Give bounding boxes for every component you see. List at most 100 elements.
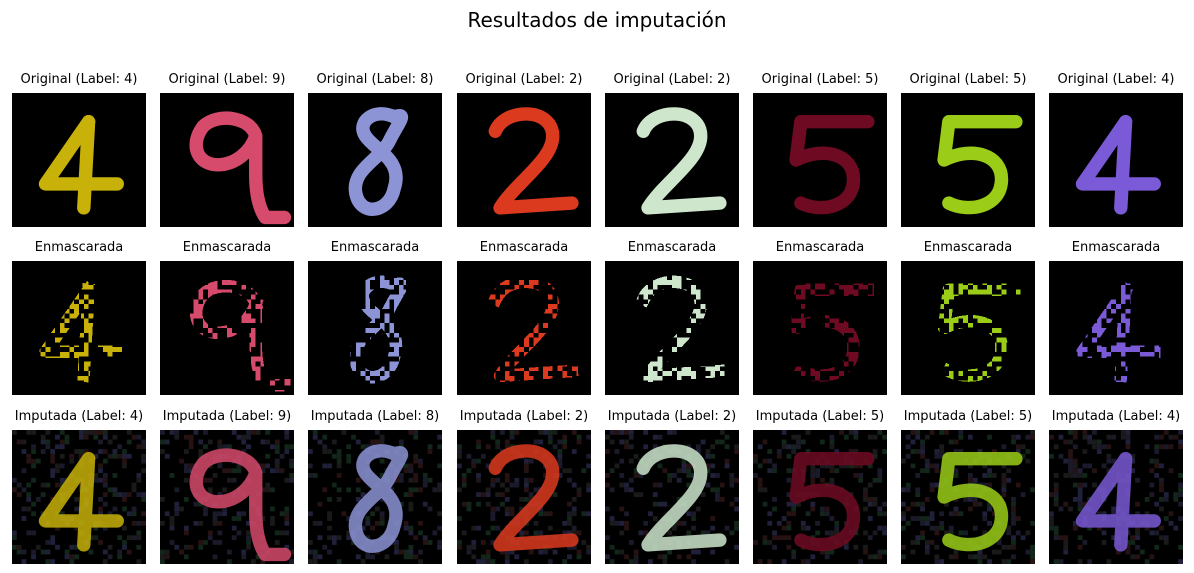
masked-panel: Enmascarada <box>160 240 294 395</box>
digit-stroke <box>77 115 96 215</box>
imputed-panel: Imputada (Label: 2) <box>605 409 739 564</box>
panel-title: Imputada (Label: 4) <box>1051 409 1181 424</box>
digit-stroke <box>38 115 124 191</box>
original-digit-image <box>12 93 146 227</box>
original-digit <box>348 107 409 216</box>
panel-title: Imputada (Label: 2) <box>459 409 589 424</box>
original-digit-image <box>308 93 442 227</box>
original-digit-image <box>160 93 294 227</box>
digit-stroke <box>1114 283 1133 383</box>
digit-stroke <box>789 452 875 552</box>
masked-digit <box>789 283 875 382</box>
panel-title: Original (Label: 5) <box>909 72 1027 87</box>
digit-stroke <box>1075 115 1161 191</box>
imputed-digit <box>636 444 727 552</box>
digit-stroke <box>77 452 96 552</box>
panel-title: Enmascarada <box>923 240 1013 255</box>
imputed-digit-image <box>308 430 442 564</box>
masked-digit <box>635 275 727 383</box>
original-digit-image <box>901 93 1035 227</box>
imputed-digit <box>189 448 292 562</box>
imputed-panel: Imputada (Label: 2) <box>457 409 591 564</box>
digit-stroke <box>249 466 292 562</box>
panel-title: Enmascarada <box>627 240 717 255</box>
digit-stroke <box>189 280 264 340</box>
masked-digit-image <box>605 261 739 395</box>
panel-title: Original (Label: 2) <box>613 72 731 87</box>
digit-stroke <box>38 452 124 528</box>
masked-panel: Enmascarada <box>753 240 887 395</box>
panel-title: Enmascarada <box>479 240 569 255</box>
original-panel: Original (Label: 9) <box>160 72 294 227</box>
imputed-panel: Imputada (Label: 4) <box>12 409 146 564</box>
original-digit <box>189 111 292 225</box>
original-digit <box>937 115 1023 215</box>
masked-digit <box>487 275 579 383</box>
imputed-panel: Imputada (Label: 5) <box>753 409 887 564</box>
panel-title: Imputada (Label: 9) <box>162 409 292 424</box>
original-digit <box>636 107 727 215</box>
original-panel: Original (Label: 8) <box>308 72 442 227</box>
imputed-digit-image <box>457 430 591 564</box>
original-digit-image <box>457 93 591 227</box>
panel-title: Imputada (Label: 2) <box>607 409 737 424</box>
digit-stroke <box>937 452 1023 552</box>
panel-title: Enmascarada <box>1071 240 1161 255</box>
digit-stroke <box>349 275 408 384</box>
masked-digit-image <box>12 261 146 395</box>
masked-panel: Enmascarada <box>457 240 591 395</box>
imputed-panel: Imputada (Label: 8) <box>308 409 442 564</box>
original-panel: Original (Label: 2) <box>605 72 739 227</box>
masked-digit-image <box>160 261 294 395</box>
panel-title: Imputada (Label: 5) <box>755 409 885 424</box>
digit-stroke <box>488 107 579 215</box>
panel-title: Original (Label: 4) <box>20 72 138 87</box>
digit-stroke <box>937 283 1023 382</box>
panel-title: Original (Label: 9) <box>168 72 286 87</box>
digit-stroke <box>488 444 579 552</box>
original-panel: Original (Label: 4) <box>12 72 146 227</box>
imputed-digit <box>488 444 579 552</box>
digit-stroke <box>636 444 727 552</box>
masked-digit-image <box>1049 261 1183 395</box>
panel-title: Imputada (Label: 5) <box>903 409 1033 424</box>
original-digit-image <box>1049 93 1183 227</box>
digit-stroke <box>1114 115 1133 215</box>
digit-stroke <box>789 283 875 382</box>
digit-stroke <box>1075 452 1161 528</box>
masked-digit-image <box>901 261 1035 395</box>
imputed-digit-image <box>605 430 739 564</box>
masked-panel: Enmascarada <box>308 240 442 395</box>
digit-stroke <box>189 111 263 172</box>
masked-digit <box>1076 281 1161 383</box>
digit-stroke <box>636 107 727 215</box>
digit-stroke <box>39 281 124 359</box>
imputed-panel: Imputada (Label: 9) <box>160 409 294 564</box>
imputed-digit <box>789 452 875 552</box>
original-digit-image <box>605 93 739 227</box>
panel-title: Original (Label: 8) <box>316 72 434 87</box>
imputed-panel: Imputada (Label: 5) <box>901 409 1035 564</box>
panel-title: Original (Label: 5) <box>761 72 879 87</box>
digit-stroke <box>937 115 1023 215</box>
noise-layer <box>901 430 1035 564</box>
digit-stroke <box>635 275 727 383</box>
panel-title: Original (Label: 2) <box>465 72 583 87</box>
original-panel: Original (Label: 5) <box>901 72 1035 227</box>
figure-title: Resultados de imputación <box>467 8 727 32</box>
panel-title: Enmascarada <box>330 240 420 255</box>
imputed-digit-image <box>1049 430 1183 564</box>
panel-title: Enmascarada <box>34 240 124 255</box>
original-digit-image <box>753 93 887 227</box>
original-digit <box>1075 115 1161 215</box>
imputed-digit-image <box>753 430 887 564</box>
original-digit <box>38 115 124 215</box>
masked-digit-image <box>457 261 591 395</box>
digit-stroke <box>487 275 579 383</box>
imputed-digit <box>348 444 409 553</box>
digit-stroke <box>348 107 409 216</box>
original-panel: Original (Label: 5) <box>753 72 887 227</box>
digit-stroke <box>77 283 96 383</box>
original-panel: Original (Label: 2) <box>457 72 591 227</box>
original-digit <box>488 107 579 215</box>
